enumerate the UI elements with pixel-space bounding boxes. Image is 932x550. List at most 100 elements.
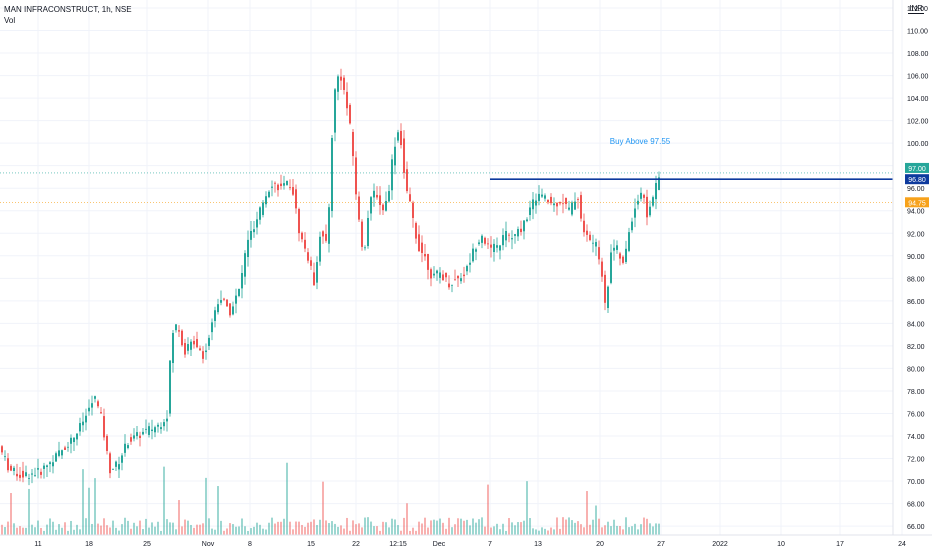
volume-bar: [403, 517, 405, 535]
candle-body: [355, 157, 357, 195]
y-tick-label: 110.00: [907, 29, 928, 36]
x-tick-label: 10: [777, 541, 785, 548]
candle-body: [346, 91, 348, 109]
currency-label[interactable]: INR: [908, 4, 924, 14]
volume-bar: [598, 518, 600, 535]
candle-body: [25, 472, 27, 477]
volume-bar: [139, 520, 141, 535]
candle-body: [601, 261, 603, 277]
volume-bar: [550, 527, 552, 535]
candle-body: [142, 431, 144, 435]
candle-body: [304, 239, 306, 249]
volume-bar: [49, 518, 51, 535]
volume-bar: [400, 530, 402, 535]
volume-bar: [199, 524, 201, 535]
candle-body: [118, 464, 120, 470]
volume-bar: [562, 517, 564, 535]
candle-body: [370, 197, 372, 214]
volume-bar: [589, 524, 591, 535]
candle-body: [202, 351, 204, 359]
price-badge-label: 96.80: [908, 177, 926, 184]
volume-bar: [157, 521, 159, 535]
candle-body: [439, 272, 441, 278]
volume-bar: [61, 527, 63, 535]
volume-bar: [256, 522, 258, 535]
volume-bar: [394, 519, 396, 535]
volume-bar: [457, 518, 459, 535]
volume-bar: [553, 529, 555, 535]
candle-body: [127, 445, 129, 449]
candle-body: [622, 256, 624, 263]
price-axis[interactable]: 66.00 68.00 70.00 72.00 74.00 76.00 78.00 80.00…: [907, 6, 929, 531]
volume-bar: [268, 522, 270, 535]
candle-body: [160, 427, 162, 430]
volume-bar: [346, 517, 348, 535]
price-badges: 97.00 96.80 94.75: [905, 162, 929, 208]
candle-body: [205, 350, 207, 353]
volume-bar: [181, 526, 183, 535]
candle-body: [43, 465, 45, 469]
candle-body: [547, 199, 549, 203]
x-tick-label: Dec: [433, 541, 446, 548]
candle-body: [268, 191, 270, 198]
volume-bar: [514, 525, 516, 535]
candle-body: [508, 234, 510, 236]
y-tick-label: 72.00: [907, 457, 925, 464]
candle-body: [577, 199, 579, 200]
y-tick-label: 102.00: [907, 119, 929, 126]
volume-bar: [82, 469, 84, 535]
candle-body: [361, 221, 363, 247]
volume-bar: [508, 518, 510, 535]
volume-bar: [607, 521, 609, 535]
candle-body: [427, 254, 429, 270]
candle-body: [229, 303, 231, 316]
candle-body: [403, 138, 405, 173]
candle-body: [394, 146, 396, 166]
volume-bar: [565, 519, 567, 535]
volume-bar: [271, 517, 273, 535]
volume-bar: [313, 519, 315, 535]
volume-bar: [364, 517, 366, 535]
volume-bar: [109, 527, 111, 535]
volume-bar: [580, 524, 582, 535]
volume-bar: [202, 523, 204, 535]
volume-bar: [85, 518, 87, 535]
volume-bar: [322, 481, 324, 535]
volume-bar: [445, 528, 447, 535]
candle-body: [157, 424, 159, 427]
candle-body: [64, 447, 66, 450]
volume-bar: [43, 530, 45, 535]
candle-body: [565, 197, 567, 205]
volume-bar: [436, 520, 438, 535]
candle-body: [454, 279, 456, 281]
volume-bar: [70, 520, 72, 535]
volume-bar: [244, 526, 246, 535]
candle-body: [70, 437, 72, 444]
volume-bar: [352, 520, 354, 535]
volume-bar: [211, 528, 213, 535]
y-tick-label: 112.00: [907, 6, 928, 13]
candle-body: [4, 456, 6, 458]
volume-bar: [568, 517, 570, 535]
candle-body: [130, 437, 132, 442]
volume-bar: [622, 529, 624, 535]
candle-body: [217, 304, 219, 313]
candle-body: [412, 202, 414, 218]
y-tick-label: 78.00: [907, 389, 925, 396]
candle-body: [343, 77, 345, 90]
candle-body: [496, 245, 498, 248]
volume-bar: [13, 523, 15, 535]
candle-body: [187, 344, 189, 351]
candle-body: [478, 242, 480, 245]
candle-body: [487, 243, 489, 245]
x-tick-label: 27: [657, 541, 665, 548]
candle-body: [82, 421, 84, 426]
symbol-title: MAN INFRACONSTRUCT, 1h, NSE: [4, 5, 132, 14]
volume-bar: [424, 517, 426, 535]
volume-bar: [430, 520, 432, 535]
volume-bar: [46, 524, 48, 535]
time-axis[interactable]: 11 18 25 Nov 8 15 22 12:15 Dec 7 13 20 27 2022 10 17 24: [34, 541, 906, 548]
candle-body: [61, 450, 63, 456]
candle-body: [274, 182, 276, 184]
